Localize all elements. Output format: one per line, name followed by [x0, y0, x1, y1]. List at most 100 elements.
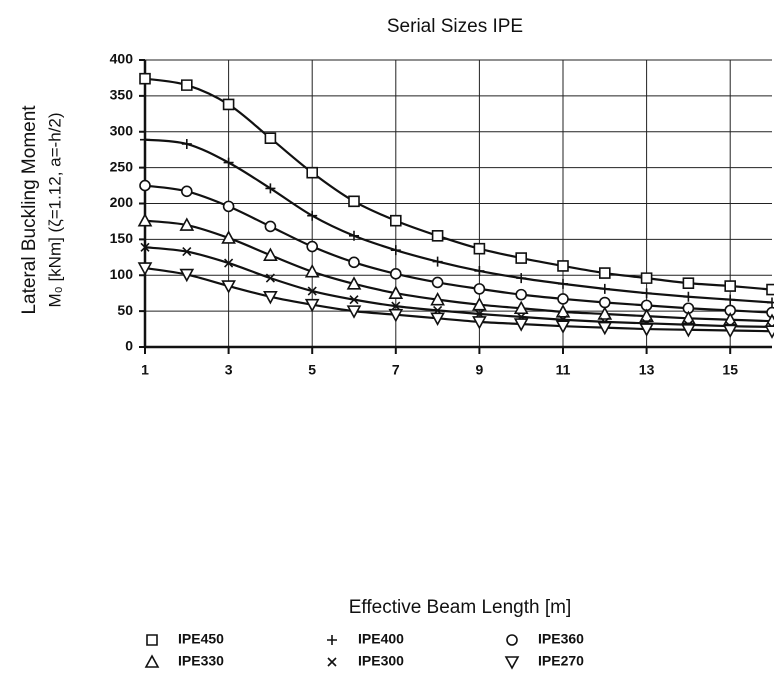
data-point	[307, 286, 317, 296]
data-point	[516, 273, 527, 284]
y-tick-label: 100	[110, 266, 134, 282]
data-point	[472, 296, 487, 311]
data-point	[224, 258, 234, 268]
data-point	[431, 229, 444, 242]
data-point	[223, 157, 234, 168]
data-point	[473, 242, 486, 255]
data-point	[221, 230, 236, 244]
data-point	[263, 247, 278, 261]
x-tick-label: 13	[639, 362, 655, 378]
legend-marker	[327, 657, 337, 667]
data-point	[598, 296, 611, 309]
chart-title: Serial Sizes IPE	[387, 16, 523, 37]
data-point	[724, 280, 736, 292]
data-point	[179, 217, 195, 231]
legend-marker	[504, 656, 520, 670]
data-point	[390, 214, 402, 227]
data-point	[681, 323, 696, 338]
data-point	[474, 265, 485, 276]
data-point	[430, 291, 445, 306]
legend-marker	[146, 634, 158, 646]
data-point	[639, 323, 654, 337]
data-point	[597, 321, 613, 336]
data-point	[640, 299, 653, 312]
y-tick-label: 150	[110, 230, 134, 246]
data-point	[346, 276, 362, 290]
data-point	[306, 240, 319, 253]
y-axis-label: Lateral Buckling Moment	[19, 105, 40, 315]
legend-marker	[506, 634, 518, 646]
data-point	[722, 324, 738, 339]
data-point	[263, 290, 278, 305]
data-point	[264, 132, 277, 145]
x-tick-label: 1	[141, 362, 149, 378]
data-point	[222, 200, 235, 213]
data-point	[764, 325, 774, 339]
data-point	[348, 195, 360, 208]
data-point	[515, 252, 527, 264]
data-point	[599, 283, 610, 294]
x-tick-label: 15	[722, 362, 738, 378]
x-tick-label: 5	[308, 362, 316, 378]
data-point	[181, 79, 193, 91]
legend-label: IPE450	[178, 631, 224, 647]
y-tick-label: 250	[110, 158, 134, 174]
data-point	[599, 267, 611, 279]
x-tick-label: 11	[556, 362, 571, 378]
data-point	[264, 220, 277, 233]
data-point	[682, 277, 695, 289]
data-point	[388, 285, 404, 299]
data-point	[557, 293, 569, 305]
data-point	[555, 304, 571, 318]
series-line	[144, 246, 773, 329]
data-point	[139, 179, 151, 192]
data-point	[140, 134, 150, 145]
y-tick-label: 200	[110, 194, 134, 210]
data-point	[304, 298, 320, 313]
data-point	[349, 295, 359, 305]
data-point	[641, 288, 652, 299]
data-point	[555, 320, 571, 334]
data-point	[388, 308, 404, 323]
data-point	[389, 268, 402, 280]
data-point	[137, 213, 153, 227]
data-point	[391, 301, 401, 311]
legend-label: IPE270	[538, 653, 584, 669]
x-tick-label: 3	[225, 362, 233, 378]
data-point	[513, 300, 529, 315]
data-point	[681, 310, 696, 325]
data-point	[265, 273, 275, 283]
y-tick-label: 350	[110, 87, 134, 103]
series-line	[144, 77, 773, 291]
series-line	[144, 184, 773, 314]
data-point	[432, 256, 443, 267]
data-point	[137, 262, 153, 276]
data-point	[221, 280, 236, 294]
data-point	[513, 318, 529, 332]
data-point	[390, 245, 401, 256]
data-point	[597, 306, 613, 320]
data-point	[682, 302, 695, 314]
y-tick-label: 50	[117, 302, 133, 318]
y-tick-label: 300	[110, 122, 134, 138]
data-point	[558, 278, 568, 289]
legend-label: IPE330	[178, 653, 224, 669]
data-point	[724, 304, 737, 317]
data-point	[725, 294, 736, 305]
data-point	[557, 260, 569, 272]
data-point	[307, 210, 318, 221]
data-point	[515, 288, 528, 301]
legend-label: IPE300	[358, 653, 404, 669]
data-point	[140, 242, 150, 252]
data-point	[683, 291, 694, 302]
data-point	[348, 256, 360, 269]
x-tick-label: 9	[476, 362, 484, 378]
data-point	[139, 72, 151, 85]
data-point	[639, 308, 654, 322]
series-line	[144, 138, 773, 304]
data-point	[767, 297, 774, 308]
series-line	[144, 219, 773, 323]
legend-marker	[144, 654, 160, 668]
data-point	[181, 138, 192, 149]
